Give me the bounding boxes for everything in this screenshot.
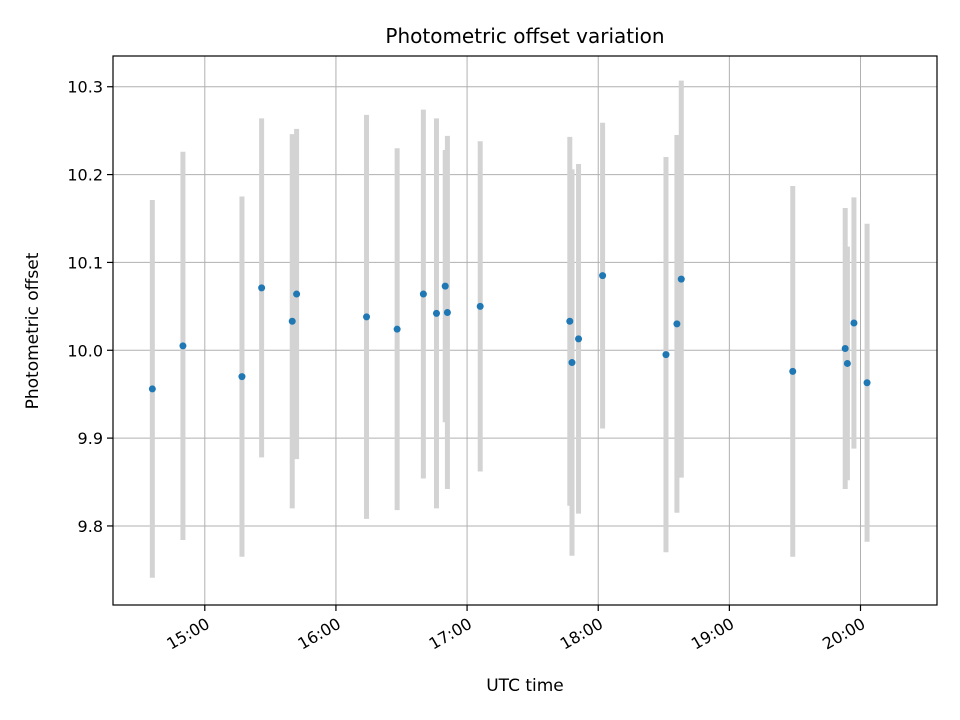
y-tick-label: 10.1 [67, 253, 103, 272]
data-point [841, 345, 849, 353]
data-points [148, 272, 871, 393]
data-point [566, 317, 574, 325]
data-point [662, 351, 670, 359]
y-axis-label: Photometric offset [23, 252, 43, 409]
data-point [293, 290, 301, 298]
data-point [441, 282, 449, 290]
y-axis-ticks: 9.8 9.9 10.0 10.1 10.2 10.3 [67, 78, 113, 536]
y-tick-label: 9.9 [78, 429, 103, 448]
grid [113, 56, 937, 605]
data-point [288, 317, 296, 325]
y-tick-label: 10.2 [67, 166, 103, 185]
data-point [363, 313, 371, 321]
y-tick-label: 10.0 [67, 341, 103, 360]
x-axis-label: UTC time [486, 676, 564, 696]
data-point [575, 335, 583, 343]
data-point [476, 302, 484, 310]
data-point [673, 320, 681, 328]
data-point [393, 325, 401, 333]
plot-frame [112, 55, 938, 606]
data-point [843, 359, 851, 367]
data-point [258, 284, 266, 292]
data-point [238, 373, 246, 381]
data-point [179, 342, 187, 350]
data-point [599, 272, 607, 280]
chart-title: Photometric offset variation [385, 24, 664, 48]
data-point [432, 309, 440, 317]
y-tick-label: 9.8 [78, 517, 103, 536]
data-point [148, 385, 156, 393]
data-point [419, 290, 427, 298]
data-point [443, 308, 451, 316]
data-point [863, 379, 871, 387]
data-point [789, 367, 797, 375]
data-point [568, 359, 576, 367]
data-point [677, 275, 685, 283]
data-point [850, 319, 858, 327]
y-tick-label: 10.3 [67, 78, 103, 97]
